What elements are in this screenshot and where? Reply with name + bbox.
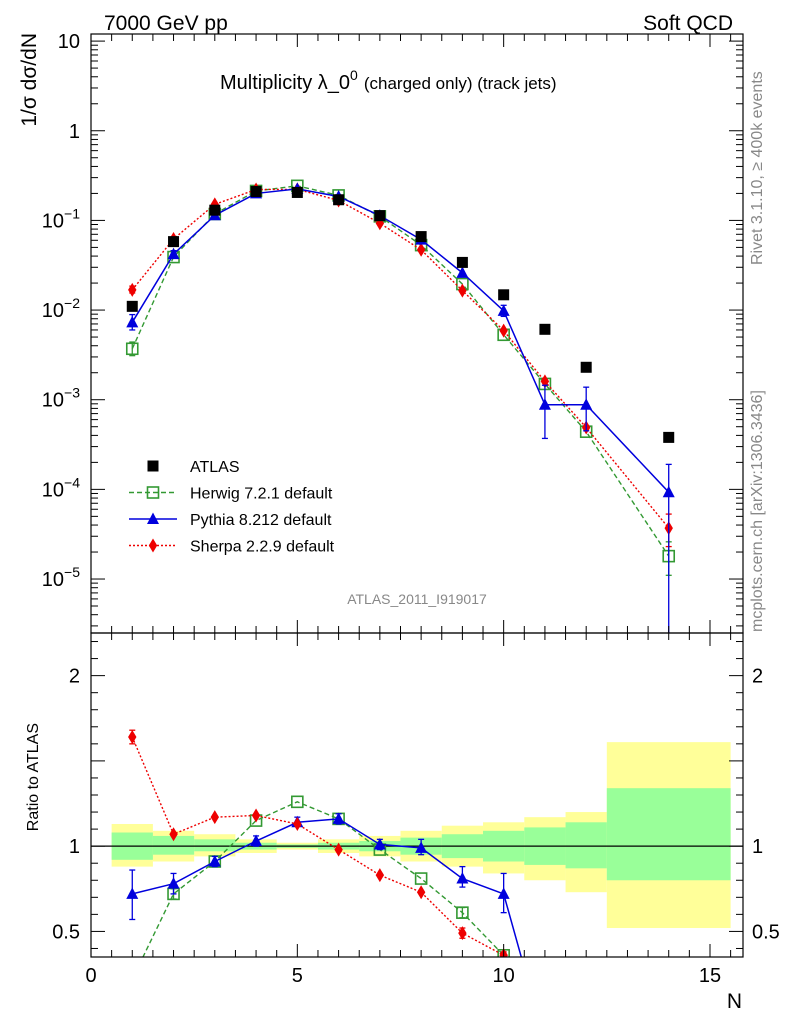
ratio-pythia-point-5: [332, 812, 345, 824]
ratio-series-group: [126, 729, 523, 957]
ratio-y-tick-label-left-0.5: 0.5: [52, 921, 80, 943]
ratio-uncertainty-bands: [111, 742, 731, 929]
ratio-band-inner-1: [152, 835, 195, 855]
main-atlas-point-7: [415, 231, 427, 243]
x-tick-label-10: 10: [493, 965, 515, 987]
main-y-tick-label-4: 10−3: [42, 385, 80, 412]
main-atlas-point-5: [333, 194, 345, 206]
plot-frames: 0 5 10 15 10 1 10−1 10−2 10−3 10−4 10−5 0.5 0.5 1 1 2 2: [42, 31, 780, 987]
ratio-y-axis-title: Ratio to ATLAS: [25, 723, 42, 831]
ratio-pythia-point-6: [373, 837, 386, 850]
main-atlas-point-10: [539, 323, 551, 335]
ratio-pythia-point-7: [415, 841, 428, 853]
ratio-herwig-point-8: [456, 906, 469, 919]
main-series-group: [125, 179, 676, 633]
main-y-tick-label-5: 10−4: [42, 474, 80, 501]
ratio-sherpa-point-3: [251, 808, 261, 823]
ratio-sherpa-group: [128, 729, 508, 957]
x-tick-label-5: 5: [292, 965, 303, 987]
main-herwig-point-0: [125, 342, 139, 356]
legend-label-herwig: Herwig 7.2.1 default: [190, 486, 333, 503]
ratio-sherpa-point-0: [128, 730, 137, 745]
ratio-pythia-point-2: [208, 855, 221, 867]
main-atlas-point-4: [291, 186, 303, 198]
legend-label-atlas: ATLAS: [190, 459, 240, 476]
ratio-pythia-point-8: [456, 872, 469, 884]
main-atlas-point-3: [250, 186, 262, 198]
main-atlas-point-8: [456, 256, 468, 268]
header-energy-label: 7000 GeV pp: [104, 12, 228, 35]
main-y-tick-label-6: 10−5: [42, 564, 80, 591]
ratio-pythia-point-1: [167, 877, 180, 889]
legend-marker-herwig: [146, 486, 160, 499]
main-frame: [90, 33, 744, 634]
x-tick-label-15: 15: [699, 965, 721, 987]
ratio-sherpa-point-2: [210, 810, 219, 825]
main-pythia-point-8: [456, 266, 469, 278]
main-pythia-point-9: [497, 304, 510, 316]
legend: ATLAS Herwig 7.2.1 default Pythia 8.212 de…: [129, 459, 335, 556]
ratio-band-inner-11: [565, 822, 607, 869]
legend-label-sherpa: Sherpa 2.2.9 default: [190, 539, 335, 556]
ratio-y-tick-label-right-0.5: 0.5: [752, 921, 780, 943]
ratio-sherpa-point-8: [458, 926, 467, 941]
main-sherpa-point-8: [458, 283, 467, 298]
ratio-herwig-point-7: [414, 872, 428, 885]
main-y-tick-label-3: 10−2: [42, 295, 80, 322]
main-pythia-point-12: [662, 485, 675, 498]
header-category-label: Soft QCD: [643, 12, 733, 35]
main-atlas-point-11: [580, 361, 592, 373]
ratio-y-tick-label-right-1: 1: [752, 836, 763, 858]
legend-marker-atlas: [147, 460, 159, 472]
main-y-tick-label-1: 1: [69, 121, 80, 143]
main-y-tick-label-0: 10: [58, 31, 80, 53]
ratio-pythia-point-0: [126, 887, 139, 899]
main-y-axis-title: 1/σ dσ/dN: [18, 33, 41, 127]
main-atlas-point-9: [498, 289, 510, 301]
x-axis-title: N: [727, 990, 742, 1013]
ratio-sherpa-point-1: [169, 827, 178, 842]
ratio-band-inner-12: [606, 788, 731, 881]
main-sherpa-point-0: [128, 282, 137, 297]
mcplots-url-label: mcplots.cern.ch [arXiv:1306.3436]: [749, 390, 766, 632]
main-pythia-line: [131, 188, 670, 493]
legend-marker-sherpa: [148, 538, 158, 553]
main-pythia-point-11: [580, 398, 593, 410]
ratio-sherpa-point-7: [416, 885, 426, 900]
ratio-y-tick-label-right-2: 2: [752, 666, 763, 688]
x-tick-label-0: 0: [85, 965, 96, 987]
ratio-sherpa-point-4: [293, 816, 302, 831]
main-atlas-point-6: [374, 210, 386, 222]
main-atlas-point-2: [209, 204, 221, 216]
main-atlas-point-12: [663, 431, 675, 443]
main-atlas-point-1: [168, 236, 180, 248]
ratio-band-inner-2: [194, 839, 236, 852]
main-plot-title: Multiplicity λ_00 (charged only) (track j…: [220, 67, 557, 94]
rivet-version-label: Rivet 3.1.10, ≥ 400k events: [749, 71, 766, 265]
main-pythia-point-0: [126, 315, 139, 328]
main-y-tick-label-2: 10−1: [42, 205, 80, 232]
main-atlas-point-0: [126, 300, 138, 312]
legend-marker-pythia: [147, 512, 159, 524]
main-pythia-point-1: [167, 247, 180, 260]
ratio-sherpa-point-6: [375, 868, 385, 883]
ratio-sherpa-point-5: [334, 842, 343, 857]
ratio-herwig-line: [142, 801, 510, 957]
ratio-pythia-point-3: [250, 834, 263, 847]
main-atlas-group: [126, 186, 675, 443]
ratio-sherpa-line: [131, 736, 506, 957]
ratio-y-tick-label-left-1: 1: [69, 836, 80, 858]
ratio-pythia-group: [126, 812, 523, 957]
main-pythia-point-10: [538, 398, 551, 410]
ratio-herwig-point-4: [291, 795, 304, 809]
analysis-watermark: ATLAS_2011_I919017: [347, 591, 487, 607]
main-sherpa-line: [131, 188, 670, 529]
main-sherpa-point-9: [499, 323, 508, 338]
ratio-y-tick-label-left-2: 2: [69, 666, 80, 688]
main-sherpa-point-7: [416, 242, 426, 257]
ratio-pythia-point-9: [497, 887, 510, 899]
legend-label-pythia: Pythia 8.212 default: [190, 512, 332, 529]
